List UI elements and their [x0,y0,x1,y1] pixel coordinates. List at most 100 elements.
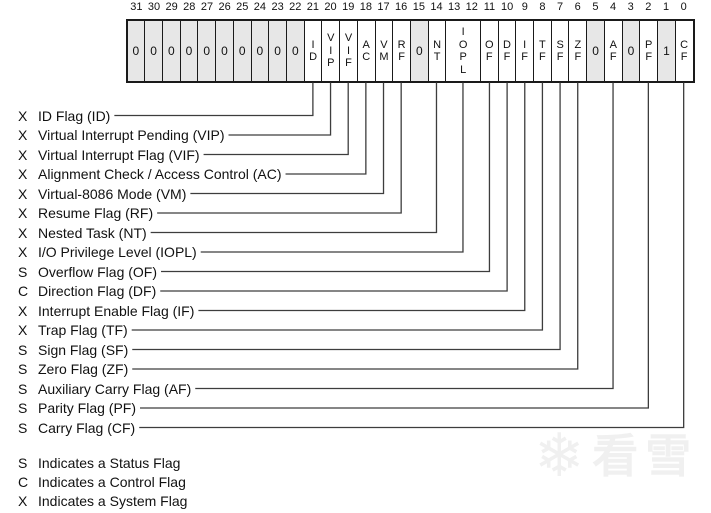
flag-type-letter: X [18,107,28,124]
flag-label: Alignment Check / Access Control (AC) [38,166,282,182]
legend-type-letter: S [18,455,28,471]
register-cell-bit-26: 0 [215,21,233,81]
connector-vip [228,82,332,136]
register-cell-bit-10: D F [497,21,516,81]
bit-number-2: 2 [645,1,652,13]
register-cell-bit-25: 0 [232,21,251,81]
snowflake-icon: ❄ [534,421,585,491]
bit-number-13: 13 [448,1,461,13]
flag-label: Virtual Interrupt Flag (VIF) [38,146,200,163]
flag-type-letter: S [18,263,28,280]
register-cell-bit-17: V M [374,21,393,81]
register-cell-bit-22: 0 [285,21,304,81]
watermark-text: 看雪 [592,429,699,483]
bit-number-21: 21 [306,1,320,13]
bit-number-3: 3 [627,1,634,13]
bit-number-23: 23 [271,1,284,13]
register-cell-bit-29: 0 [161,21,180,81]
flag-type-letter: S [18,380,28,397]
bit-number-6: 6 [574,1,581,13]
flag-type-letter: X [18,166,28,182]
flag-type-letter: X [18,146,28,163]
bit-number-9: 9 [521,1,528,13]
register-cell-bit-24: 0 [250,21,269,81]
bit-number-8: 8 [539,1,546,13]
register-cell-bit-0: C F [674,21,693,81]
connector-sf [132,82,561,351]
bit-number-16: 16 [395,1,408,13]
flag-label: Overflow Flag (OF) [38,263,158,280]
bit-number-1: 1 [662,1,670,13]
register-cell-bit-5: 0 [586,21,604,81]
register-cell-bit-20: V I P [321,21,339,81]
register-cell-bit-6: Z F [568,21,586,81]
flag-type-letter: C [18,283,29,299]
flag-label: I/O Privilege Level (IOPL) [38,244,197,260]
bit-number-19: 19 [342,1,355,13]
bit-number-20: 20 [324,1,337,13]
connector-vif [203,82,349,156]
flag-label: Zero Flag (ZF) [38,361,129,377]
flag-type-letter: X [18,244,28,260]
register-cell-bit-27: 0 [197,21,216,81]
register-cell-bit-16: R F [392,21,410,81]
bit-number-17: 17 [377,1,390,13]
register-cell-bit-14: N T [427,21,446,81]
flag-type-letter: X [18,185,28,202]
bit-number-29: 29 [165,1,178,13]
connector-af [195,82,614,390]
flag-type-letter: X [18,127,28,143]
register-cell-bit-18: A C [356,21,375,81]
bit-number-7: 7 [557,1,564,13]
bit-number-5: 5 [592,1,599,13]
flag-label: Interrupt Enable Flag (IF) [38,302,195,319]
register-cell-bit-3: 0 [621,21,640,81]
legend-type-letter: X [18,493,28,509]
bit-number-27: 27 [200,1,214,13]
bit-number-24: 24 [253,1,267,13]
register-cell-bit-15: 0 [410,21,428,81]
bit-number-4: 4 [609,1,617,13]
bit-number-25: 25 [236,1,249,13]
bit-number-30: 30 [147,1,161,13]
flag-label: Trap Flag (TF) [38,322,128,338]
register-cell-bit-1: 1 [657,21,675,81]
register-cell-bit-31: 0 [127,21,145,81]
flag-type-letter: X [18,224,28,241]
bit-number-0: 0 [680,1,687,13]
flag-label: Nested Task (NT) [38,224,147,241]
bit-number-28: 28 [183,1,196,13]
connector-id [114,82,314,117]
bit-number-31: 31 [130,1,143,13]
legend-text: Indicates a Control Flag [38,474,186,490]
flag-type-letter: S [18,400,28,416]
register-cell-bit-7: S F [550,21,569,81]
bit-number-14: 14 [430,1,443,13]
flag-type-letter: S [18,361,28,377]
register-cell-bit-11: O F [479,21,498,81]
connector-df [160,82,508,292]
flag-type-letter: S [18,419,28,436]
flag-label: Virtual Interrupt Pending (VIP) [38,127,225,143]
legend-text: Indicates a Status Flag [38,455,181,471]
bit-number-11: 11 [483,1,496,13]
register-cell-bit-9: I F [515,21,533,81]
flag-label: Carry Flag (CF) [38,419,136,436]
flag-label: ID Flag (ID) [38,107,111,124]
flag-label: Direction Flag (DF) [38,283,157,299]
flag-type-letter: X [18,205,28,221]
bit-number-22: 22 [289,1,302,13]
flag-label: Sign Flag (SF) [38,341,129,358]
connector-if [198,82,526,312]
flag-label: Virtual-8086 Mode (VM) [38,185,187,202]
connector-ac [285,82,367,175]
bit-number-26: 26 [218,1,231,13]
flag-label: Auxiliary Carry Flag (AF) [38,380,192,397]
connector-tf [131,82,544,331]
register-cell-bit-19: V I F [339,21,357,81]
legend-type-letter: C [18,474,29,490]
register-cell-bit-2: P F [639,21,657,81]
register-cell-bit-4: A F [603,21,622,81]
